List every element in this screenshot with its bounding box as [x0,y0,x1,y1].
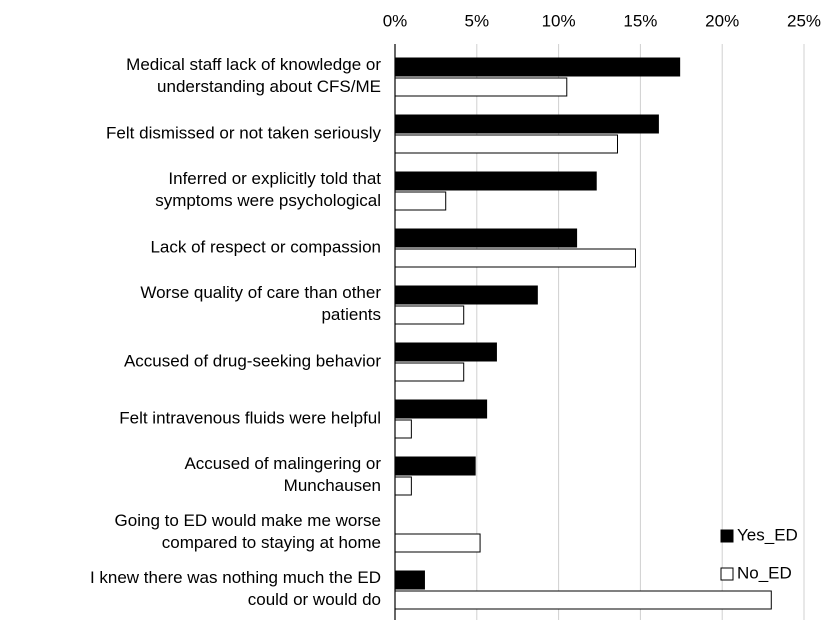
y-tick-label: Accused of malingering or Munchausen [184,454,381,495]
bar [394,171,597,191]
y-tick-label: Inferred or explicitly told that symptoms… [155,169,381,210]
y-tick-label: Felt intravenous fluids were helpful [119,408,381,427]
bar [394,305,465,325]
y-tick-label: Lack of respect or compassion [150,237,381,256]
bar [394,191,447,211]
x-tick-label: 0% [383,11,408,30]
legend-swatch [720,567,734,581]
bar [394,285,538,305]
bar [394,228,578,248]
bar [394,456,476,476]
bar [394,134,618,154]
bar [394,570,425,590]
x-tick-label: 15% [623,11,657,30]
bar [394,57,681,77]
x-tick-label: 10% [542,11,576,30]
y-tick-label: Worse quality of care than other patients [140,283,381,324]
bar [394,342,497,362]
bar [394,419,412,439]
bar [394,590,772,610]
x-tick-label: 20% [705,11,739,30]
y-tick-label: Going to ED would make me worse compared … [115,511,381,552]
y-tick-label: Felt dismissed or not taken seriously [106,123,381,142]
y-tick-label: I knew there was nothing much the ED coul… [90,568,381,609]
y-tick-label: Accused of drug-seeking behavior [124,351,381,370]
bar [394,248,636,268]
x-tick-label: 25% [787,11,821,30]
bar [394,362,465,382]
legend-label: No_ED [737,563,792,582]
bar [394,399,488,419]
y-tick-label: Medical staff lack of knowledge or unders… [126,55,381,96]
x-tick-label: 5% [465,11,490,30]
bar [394,77,568,97]
bar [394,114,659,134]
legend-label: Yes_ED [737,525,798,544]
bar [394,533,481,553]
bar [394,476,412,496]
legend-swatch [720,529,734,543]
